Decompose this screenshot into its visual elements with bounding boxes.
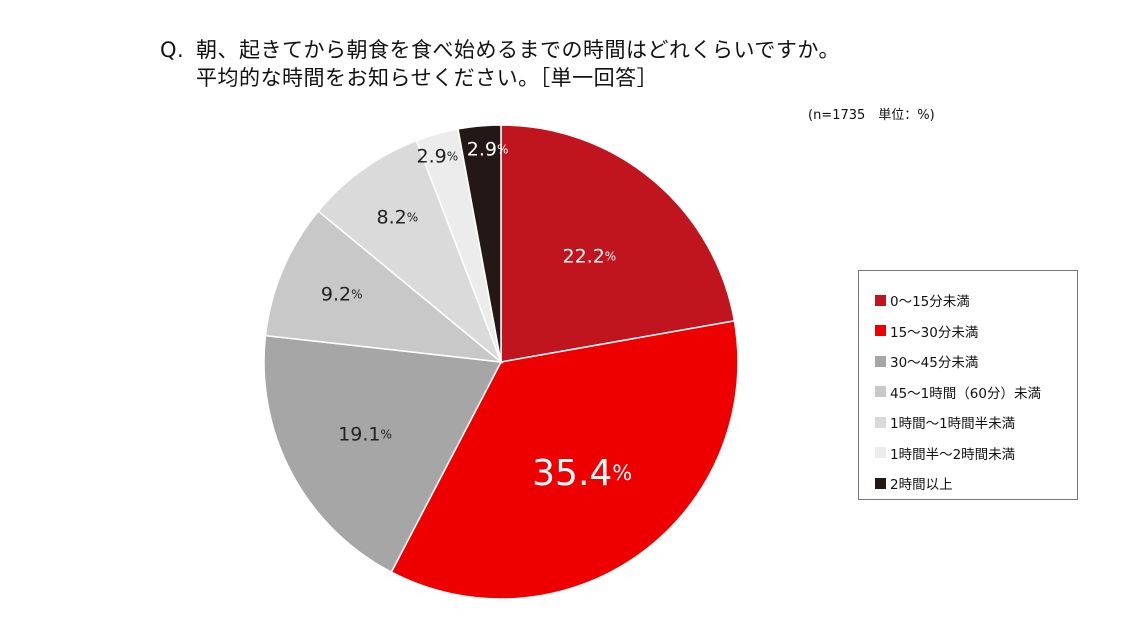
legend-item: 15～30分未満 <box>875 316 1077 347</box>
pie-slice <box>317 139 503 365</box>
question-text-1: 朝、起きてから朝食を食べ始めるまでの時間はどれくらいですか。 <box>196 38 840 62</box>
legend-label: 30～45分未満 <box>890 355 979 372</box>
question-text-2: 平均的な時間をお知らせください。［単一回答］ <box>196 66 659 90</box>
legend-label: 1時間～1時間半未満 <box>890 416 1016 433</box>
legend-swatch <box>875 477 886 489</box>
legend-item: 2時間以上 <box>875 468 1077 499</box>
legend-label: 2時間以上 <box>890 477 953 494</box>
legend-label: 1時間半～2時間未満 <box>890 446 1016 463</box>
legend-swatch <box>875 386 886 398</box>
data-label: 8.2% <box>377 207 419 229</box>
pie-slice <box>390 319 739 600</box>
pie-slice <box>500 124 736 363</box>
question-prefix: Q. <box>160 38 185 62</box>
legend-swatch <box>875 447 886 459</box>
chart-title: Q. 朝、起きてから朝食を食べ始めるまでの時間はどれくらいですか。 平均的な時間を… <box>160 36 840 92</box>
data-label: 2.9% <box>417 146 459 168</box>
pie-slice <box>264 210 504 364</box>
legend-swatch <box>875 355 886 367</box>
legend-item: 0～15分未満 <box>875 285 1077 316</box>
legend-swatch <box>875 325 886 337</box>
legend-item: 1時間～1時間半未満 <box>875 407 1077 438</box>
pie-slice <box>263 334 503 574</box>
data-label: 9.2% <box>321 283 363 305</box>
legend-item: 45～1時間（60分）未満 <box>875 377 1077 408</box>
sample-size-note: (n=1735 単位：%) <box>808 108 935 123</box>
pie-slice <box>457 124 502 363</box>
legend-label: 0～15分未満 <box>890 294 970 311</box>
data-label: 22.2% <box>562 246 616 268</box>
legend-label: 45～1時間（60分）未満 <box>890 385 1041 402</box>
legend-item: 1時間半～2時間未満 <box>875 438 1077 469</box>
legend-swatch <box>875 294 886 306</box>
data-label: 35.4% <box>532 452 632 493</box>
legend-label: 15～30分未満 <box>890 324 979 341</box>
title-line-1: Q. 朝、起きてから朝食を食べ始めるまでの時間はどれくらいですか。 <box>160 36 840 64</box>
chart-legend: 0～15分未満 15～30分未満 30～45分未満 45～1時間（60分）未満 1時間～… <box>858 270 1078 500</box>
data-label: 19.1% <box>338 423 392 445</box>
legend-item: 30～45分未満 <box>875 346 1077 377</box>
legend-swatch <box>875 416 886 428</box>
data-label: 2.9% <box>467 139 509 161</box>
